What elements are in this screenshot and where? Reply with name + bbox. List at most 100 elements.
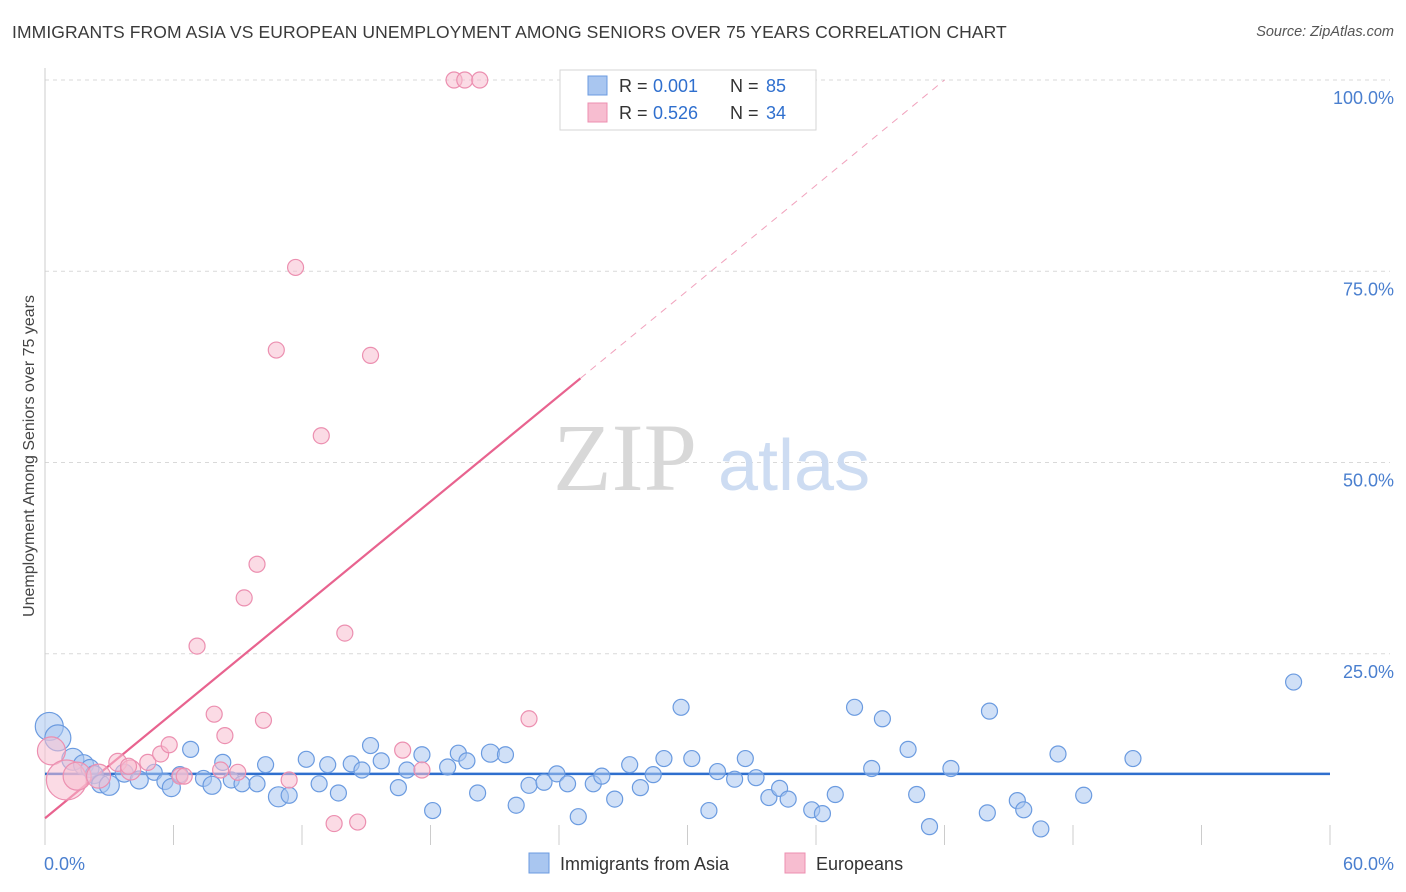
asia-point <box>813 805 832 823</box>
asia-point <box>606 790 624 808</box>
bottom-legend-europeans: Europeans <box>816 854 903 874</box>
asia-point <box>548 765 566 783</box>
legend-n-value-europeans: 34 <box>766 103 786 123</box>
europeans-point <box>175 767 193 785</box>
europeans-point <box>394 741 412 759</box>
asia-point <box>319 756 337 774</box>
bottom-legend-swatch-asia <box>528 852 550 874</box>
europeans-point <box>361 346 380 364</box>
asia-point <box>736 749 754 768</box>
asia-point <box>520 776 538 794</box>
legend-r-label-europeans: R = <box>619 103 648 123</box>
asia-point <box>569 808 587 826</box>
europeans-point <box>325 814 343 833</box>
asia-point <box>256 756 275 774</box>
asia-point <box>631 779 649 797</box>
legend-swatch-asia <box>587 75 608 96</box>
asia-point <box>182 740 200 758</box>
europeans-point <box>349 813 367 831</box>
asia-point <box>978 804 996 822</box>
asia-point <box>496 746 515 764</box>
legend-r-label-asia: R = <box>619 76 648 96</box>
asia-point <box>655 749 673 768</box>
asia-point <box>726 770 744 788</box>
asia-point <box>424 801 442 820</box>
europeans-point <box>254 711 273 729</box>
asia-point <box>845 698 864 716</box>
asia-point <box>1049 745 1067 763</box>
asia-point <box>469 784 487 802</box>
source-label: Source: ZipAtlas.com <box>1256 24 1394 40</box>
watermark-atlas: atlas <box>718 426 870 506</box>
europeans-point <box>235 589 253 607</box>
x-tick-label: 60.0% <box>1343 854 1394 874</box>
asia-point <box>920 818 939 836</box>
europeans-point <box>139 753 157 771</box>
asia-point <box>507 796 525 814</box>
europeans-point <box>286 258 305 277</box>
asia-point <box>535 773 553 791</box>
asia-point <box>700 801 718 820</box>
bottom-legend-swatch-europeans <box>784 852 806 874</box>
asia-point <box>1124 749 1142 768</box>
asia-point <box>413 746 431 764</box>
europeans-point <box>456 71 474 89</box>
bottom-legend: Immigrants from Asia Europeans <box>528 852 903 874</box>
grid-layer <box>45 79 1390 655</box>
europeans-point <box>212 761 230 779</box>
europeans-point <box>336 624 354 642</box>
europeans-point <box>520 710 538 728</box>
europeans-point <box>248 555 266 573</box>
asia-point <box>439 758 457 776</box>
europeans-point <box>229 763 247 781</box>
europeans-point <box>216 727 234 745</box>
europeans-point <box>413 761 431 779</box>
europeans-point <box>205 705 223 723</box>
europeans-point <box>471 71 489 89</box>
asia-point <box>558 775 577 793</box>
legend-r-value-asia: 0.001 <box>653 76 698 96</box>
asia-point <box>353 761 371 779</box>
tick-label-layer: 25.0% 50.0% 75.0% 100.0% 0.0% 60.0% <box>44 88 1394 874</box>
trend-layer <box>44 79 1330 820</box>
asia-point <box>280 786 298 804</box>
europeans-point <box>188 637 206 655</box>
asia-point <box>593 767 611 785</box>
legend-n-value-asia: 85 <box>766 76 786 96</box>
asia-point <box>310 775 328 793</box>
europeans-point <box>267 341 285 359</box>
asia-point <box>1284 673 1303 691</box>
y-axis-title: Unemployment Among Seniors over 75 years <box>21 295 38 617</box>
legend: R = 0.001 N = 85 R = 0.526 N = 34 <box>559 69 817 131</box>
asia-point <box>202 775 222 795</box>
asia-point <box>747 769 765 787</box>
asia-point <box>372 752 390 770</box>
europeans-trend-line <box>44 377 582 820</box>
y-tick-label: 100.0% <box>1333 88 1394 108</box>
asia-point <box>1015 801 1033 819</box>
legend-n-label-asia: N = <box>730 76 759 96</box>
europeans-point <box>36 736 67 766</box>
asia-point <box>980 702 999 720</box>
points-layer <box>34 71 1303 838</box>
legend-r-value-europeans: 0.526 <box>653 103 698 123</box>
asia-point <box>389 779 407 797</box>
asia-point <box>644 766 662 784</box>
watermark-zip: ZIP <box>553 404 697 511</box>
x-tick-label: 0.0% <box>44 854 85 874</box>
europeans-point <box>280 771 298 789</box>
asia-point <box>826 785 844 804</box>
asia-point <box>672 698 690 716</box>
europeans-point <box>312 427 330 445</box>
europeans-point <box>85 763 112 789</box>
asia-point <box>908 785 926 804</box>
asia-point <box>329 784 348 802</box>
y-tick-label: 75.0% <box>1343 279 1394 299</box>
asia-point <box>1032 820 1050 838</box>
europeans-point <box>160 736 178 754</box>
legend-swatch-europeans <box>587 102 608 123</box>
asia-point <box>621 756 639 774</box>
asia-point <box>248 775 266 793</box>
asia-point <box>398 761 416 779</box>
